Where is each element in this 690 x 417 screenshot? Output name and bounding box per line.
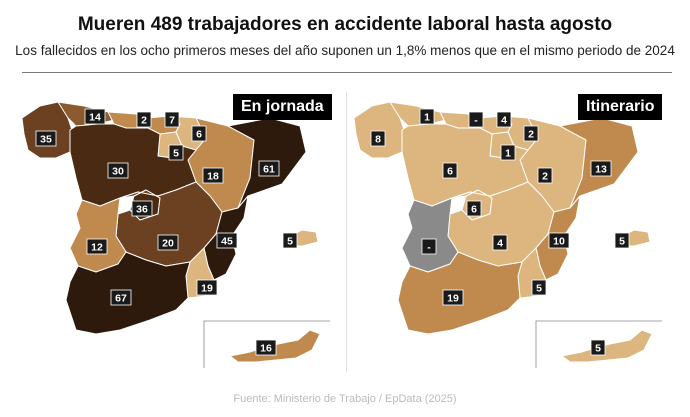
map-label-itinerario: Itinerario [578,94,663,120]
value-label-madrid: 6 [466,200,482,217]
svg-text:20: 20 [162,238,174,250]
value-label-murcia: 19 [196,279,218,296]
value-label-valencia: 10 [548,232,570,249]
svg-text:4: 4 [501,115,507,127]
value-label-cataluna: 13 [590,160,612,177]
value-label-extremadura: - [421,238,437,255]
svg-text:10: 10 [553,236,565,248]
svg-text:1: 1 [505,148,511,160]
value-label-baleares: 5 [614,232,630,249]
value-label-pais-vasco: 4 [496,111,512,128]
chart-title: Mueren 489 trabajadores en accidente lab… [77,14,613,35]
chart-subtitle: Los fallecidos en los ocho primeros mese… [15,43,675,58]
value-label-cantabria: - [468,111,484,128]
svg-text:2: 2 [528,129,534,141]
svg-text:5: 5 [536,283,542,295]
value-label-la-rioja: 1 [500,144,516,161]
svg-text:19: 19 [201,283,213,295]
canarias-inset-frame [203,320,330,368]
value-label-madrid: 36 [131,200,153,217]
svg-text:36: 36 [136,204,148,216]
svg-text:5: 5 [173,148,179,160]
value-label-aragon: 18 [202,167,224,184]
svg-text:5: 5 [595,343,601,355]
value-label-andalucia: 19 [442,289,464,306]
source-note: Fuente: Ministerio de Trabajo / EpData (… [233,393,457,405]
svg-text:19: 19 [447,293,459,305]
value-label-castilla-leon: 30 [107,162,129,179]
value-label-cataluna: 61 [258,160,280,177]
svg-text:6: 6 [196,129,202,141]
svg-text:1: 1 [424,112,430,124]
svg-text:-: - [474,115,478,127]
value-label-andalucia: 67 [110,289,132,306]
map-en-jornada: 35 14 2 7 6 5 18 61 30 36 20 45 12 67 19 5 16 [21,101,330,368]
svg-text:30: 30 [112,166,124,178]
value-label-asturias: 14 [84,108,106,125]
svg-text:16: 16 [260,343,272,355]
value-label-navarra: 6 [191,125,207,142]
region-canarias [561,329,653,363]
value-label-la-rioja: 5 [168,144,184,161]
svg-text:18: 18 [207,171,219,183]
svg-text:6: 6 [471,204,477,216]
value-label-castilla-la-mancha: 4 [492,234,508,251]
map-label-en-jornada: En jornada [233,94,332,120]
svg-text:67: 67 [115,293,127,305]
value-label-cantabria: 2 [136,111,152,128]
value-label-castilla-leon: 6 [442,162,458,179]
svg-text:13: 13 [595,164,607,176]
svg-text:61: 61 [263,164,275,176]
svg-text:14: 14 [89,112,101,124]
svg-text:8: 8 [375,134,381,146]
value-label-canarias: 5 [590,339,606,356]
svg-text:-: - [427,242,431,254]
svg-text:2: 2 [542,171,548,183]
svg-text:35: 35 [40,134,52,146]
value-label-galicia: 8 [370,130,386,147]
svg-text:6: 6 [447,166,453,178]
value-label-canarias: 16 [255,339,277,356]
value-label-murcia: 5 [531,279,547,296]
svg-text:5: 5 [619,236,625,248]
value-label-navarra: 2 [523,125,539,142]
value-label-baleares: 5 [282,232,298,249]
svg-text:7: 7 [169,115,175,127]
svg-text:4: 4 [497,238,503,250]
value-label-asturias: 1 [419,108,435,125]
canarias-inset-frame [535,320,662,368]
value-label-aragon: 2 [537,167,553,184]
svg-text:2: 2 [141,115,147,127]
value-label-pais-vasco: 7 [164,111,180,128]
value-label-valencia: 45 [216,232,238,249]
value-label-castilla-la-mancha: 20 [157,234,179,251]
maps-divider [346,92,347,372]
title-divider [22,72,672,73]
value-label-galicia: 35 [35,130,57,147]
value-label-extremadura: 12 [86,238,108,255]
map-itinerario: 8 1 - 4 2 1 2 13 6 6 4 10 - 19 5 5 5 [353,101,662,368]
svg-text:45: 45 [221,236,233,248]
svg-text:5: 5 [287,236,293,248]
svg-text:12: 12 [91,242,103,254]
